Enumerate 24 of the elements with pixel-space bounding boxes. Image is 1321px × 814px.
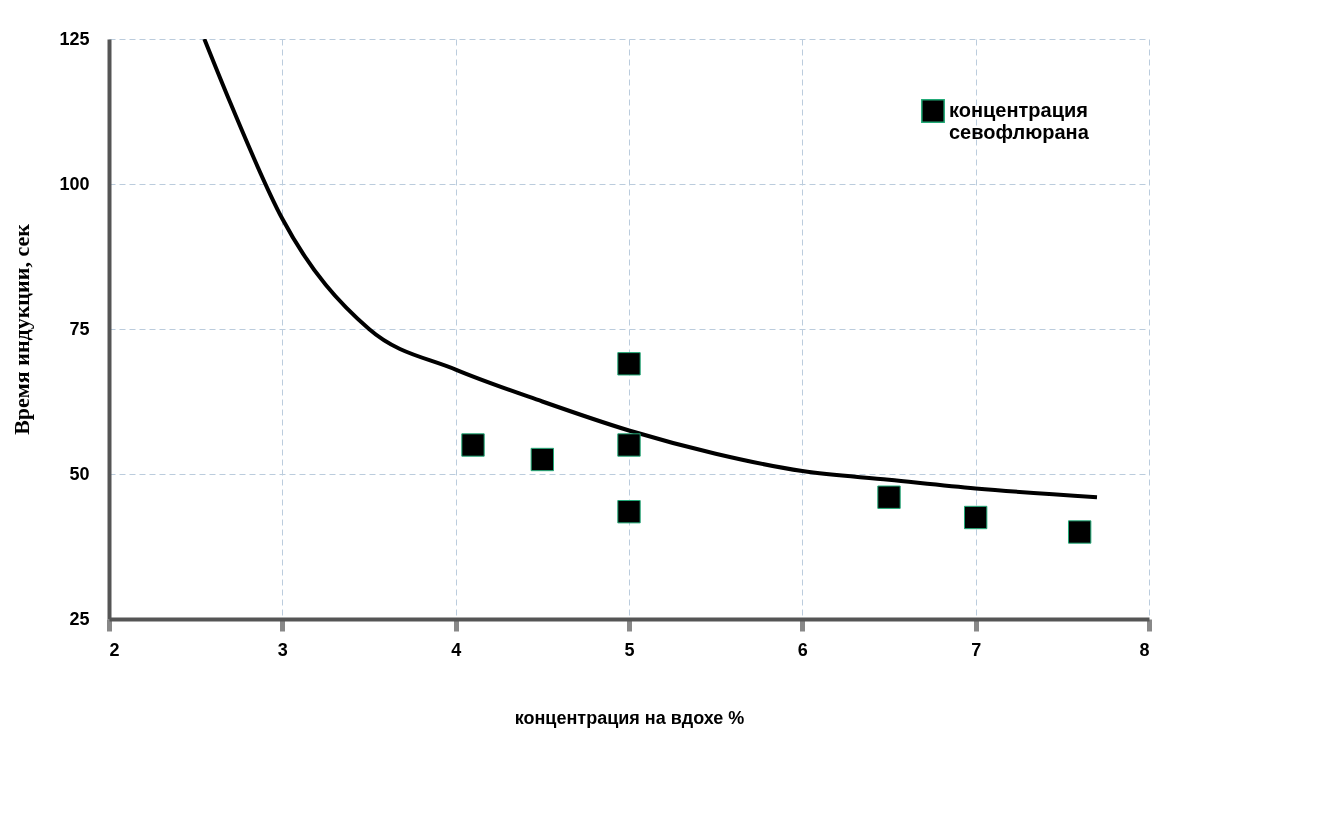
x-tick-label: 2 bbox=[109, 639, 120, 660]
y-tick-label: 25 bbox=[69, 608, 90, 629]
point bbox=[461, 433, 485, 457]
point bbox=[617, 500, 641, 524]
x-tick-label: 3 bbox=[277, 639, 288, 660]
point bbox=[963, 505, 988, 530]
x-tick-label: 5 bbox=[624, 639, 635, 660]
y-tick-label: 75 bbox=[69, 318, 90, 339]
y-tick-label: 100 bbox=[59, 173, 90, 194]
x-tick-label: 8 bbox=[1139, 639, 1150, 660]
point bbox=[530, 447, 555, 472]
y-axis-title: Время индукции, сек bbox=[9, 223, 35, 435]
legend-label: концентрация севофлюрана bbox=[949, 99, 1090, 143]
x-tick-label: 4 bbox=[451, 639, 462, 660]
point bbox=[1067, 520, 1092, 544]
y-tick-label: 125 bbox=[59, 28, 90, 49]
x-tick-label: 6 bbox=[797, 639, 808, 660]
point bbox=[877, 485, 901, 509]
point bbox=[617, 352, 641, 376]
y-tick-label: 50 bbox=[69, 463, 90, 484]
line-series bbox=[202, 39, 1099, 500]
point bbox=[617, 433, 641, 457]
x-tick-label: 7 bbox=[971, 639, 982, 660]
x-axis-title: концентрация на вдохе % bbox=[514, 707, 745, 728]
